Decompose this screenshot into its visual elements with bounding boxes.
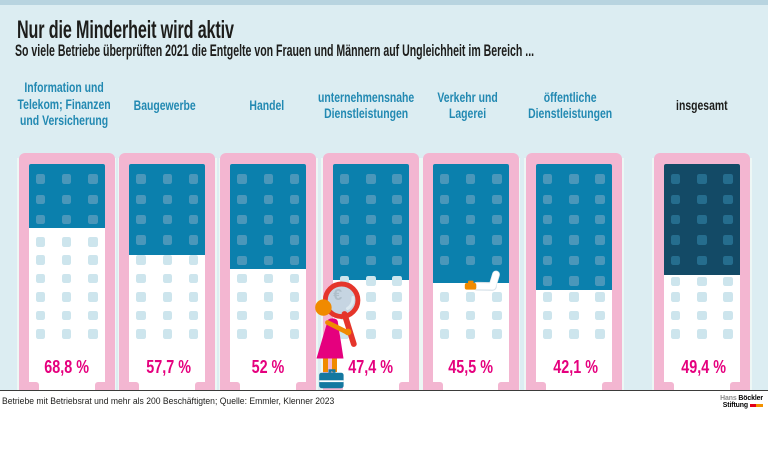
svg-text:€: € (333, 287, 342, 304)
